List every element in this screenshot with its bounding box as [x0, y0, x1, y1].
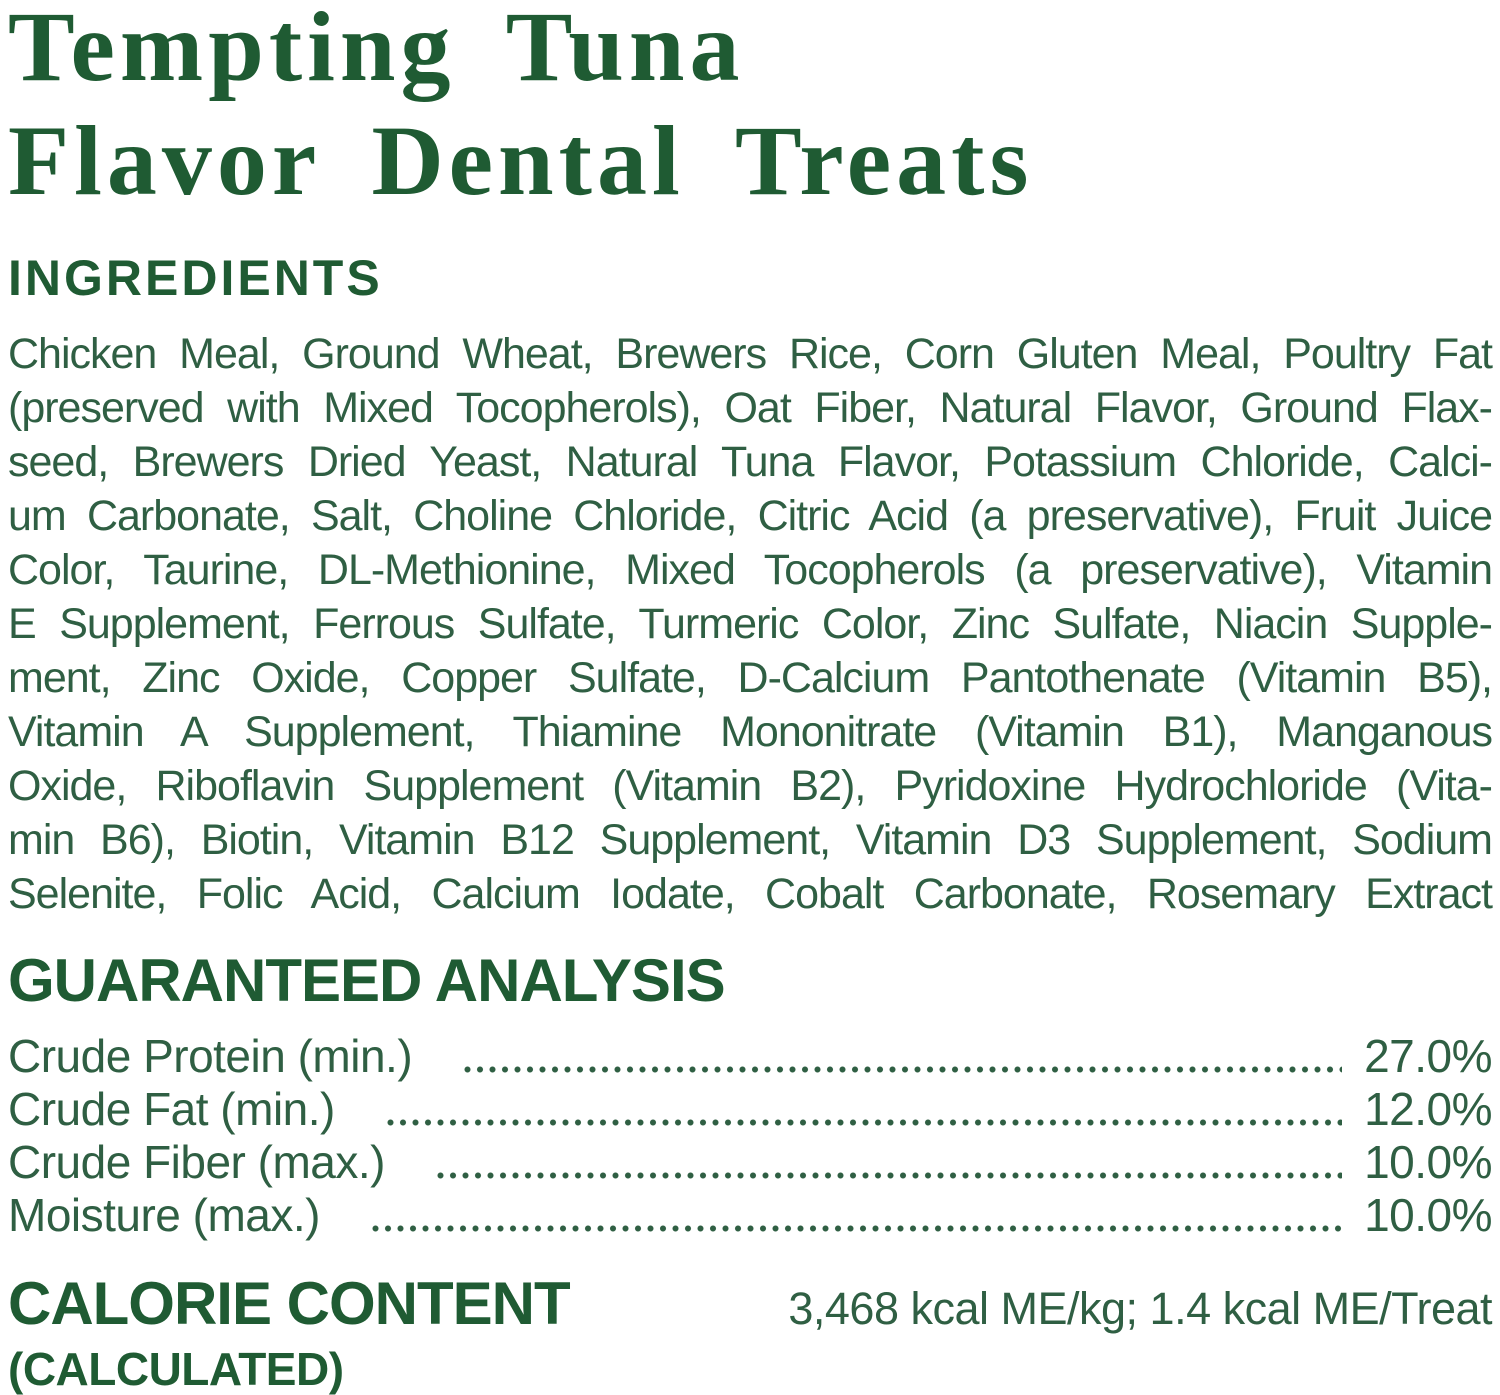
ingredients-line: (preserved with Mixed Tocopherols), Oat …	[8, 383, 1493, 432]
calorie-content-heading: CALORIE CONTENT (CALCULATED)	[8, 1269, 571, 1395]
ingredients-line: Selenite, Folic Acid, Calcium Iodate, Co…	[8, 869, 1493, 918]
calorie-content-heading-line-1: CALORIE CONTENT	[8, 1269, 571, 1337]
dot-leader	[386, 1118, 1343, 1126]
dot-leader	[371, 1224, 1343, 1232]
calorie-content-value: 3,468 kcal ME/kg; 1.4 kcal ME/Treat	[788, 1282, 1492, 1334]
dot-leader	[436, 1171, 1343, 1179]
analysis-label: Crude Protein (min.)	[8, 1029, 413, 1082]
ingredients-line: seed, Brewers Dried Yeast, Natural Tuna …	[8, 437, 1493, 486]
ingredients-line: ment, Zinc Oxide, Copper Sulfate, D-Calc…	[8, 653, 1493, 702]
analysis-row: Moisture (max.) 10.0%	[8, 1189, 1492, 1242]
product-title-line-1: Tempting Tuna	[8, 0, 745, 102]
product-title-line-2: Flavor Dental Treats	[8, 105, 1034, 216]
ingredients-line: Chicken Meal, Ground Wheat, Brewers Rice…	[8, 329, 1493, 378]
ingredients-line: min B6), Biotin, Vitamin B12 Supplement,…	[8, 815, 1493, 864]
ingredients-heading: INGREDIENTS	[8, 250, 383, 306]
analysis-label: Crude Fat (min.)	[8, 1082, 335, 1135]
calorie-content-heading-line-2: (CALCULATED)	[8, 1342, 344, 1395]
ingredients-line: um Carbonate, Salt, Choline Chloride, Ci…	[8, 491, 1493, 540]
analysis-value: 12.0%	[1364, 1082, 1492, 1135]
analysis-row: Crude Fat (min.) 12.0%	[8, 1083, 1492, 1136]
ingredients-text: Chicken Meal, Ground Wheat, Brewers Rice…	[8, 327, 1493, 921]
analysis-row: Crude Protein (min.) 27.0%	[8, 1030, 1492, 1083]
guaranteed-analysis-heading: GUARANTEED ANALYSIS	[8, 946, 726, 1014]
product-title: Tempting Tuna Flavor Dental Treats	[8, 0, 1492, 218]
guaranteed-analysis-table: Crude Protein (min.) 27.0% Crude Fat (mi…	[8, 1030, 1492, 1242]
dot-leader	[464, 1065, 1343, 1073]
analysis-value: 27.0%	[1364, 1029, 1492, 1082]
ingredients-line: Vitamin A Supplement, Thiamine Mononitra…	[8, 707, 1493, 756]
analysis-label: Crude Fiber (max.)	[8, 1135, 385, 1188]
ingredients-line: Oxide, Riboflavin Supplement (Vitamin B2…	[8, 761, 1493, 810]
analysis-value: 10.0%	[1364, 1188, 1492, 1241]
analysis-value: 10.0%	[1364, 1135, 1492, 1188]
analysis-row: Crude Fiber (max.) 10.0%	[8, 1136, 1492, 1189]
ingredients-line: E Supplement, Ferrous Sulfate, Turmeric …	[8, 599, 1493, 648]
calorie-content-section: CALORIE CONTENT (CALCULATED) 3,468 kcal …	[8, 1272, 1492, 1393]
ingredients-line: Color, Taurine, DL-Methionine, Mixed Toc…	[8, 545, 1493, 594]
analysis-label: Moisture (max.)	[8, 1188, 320, 1241]
